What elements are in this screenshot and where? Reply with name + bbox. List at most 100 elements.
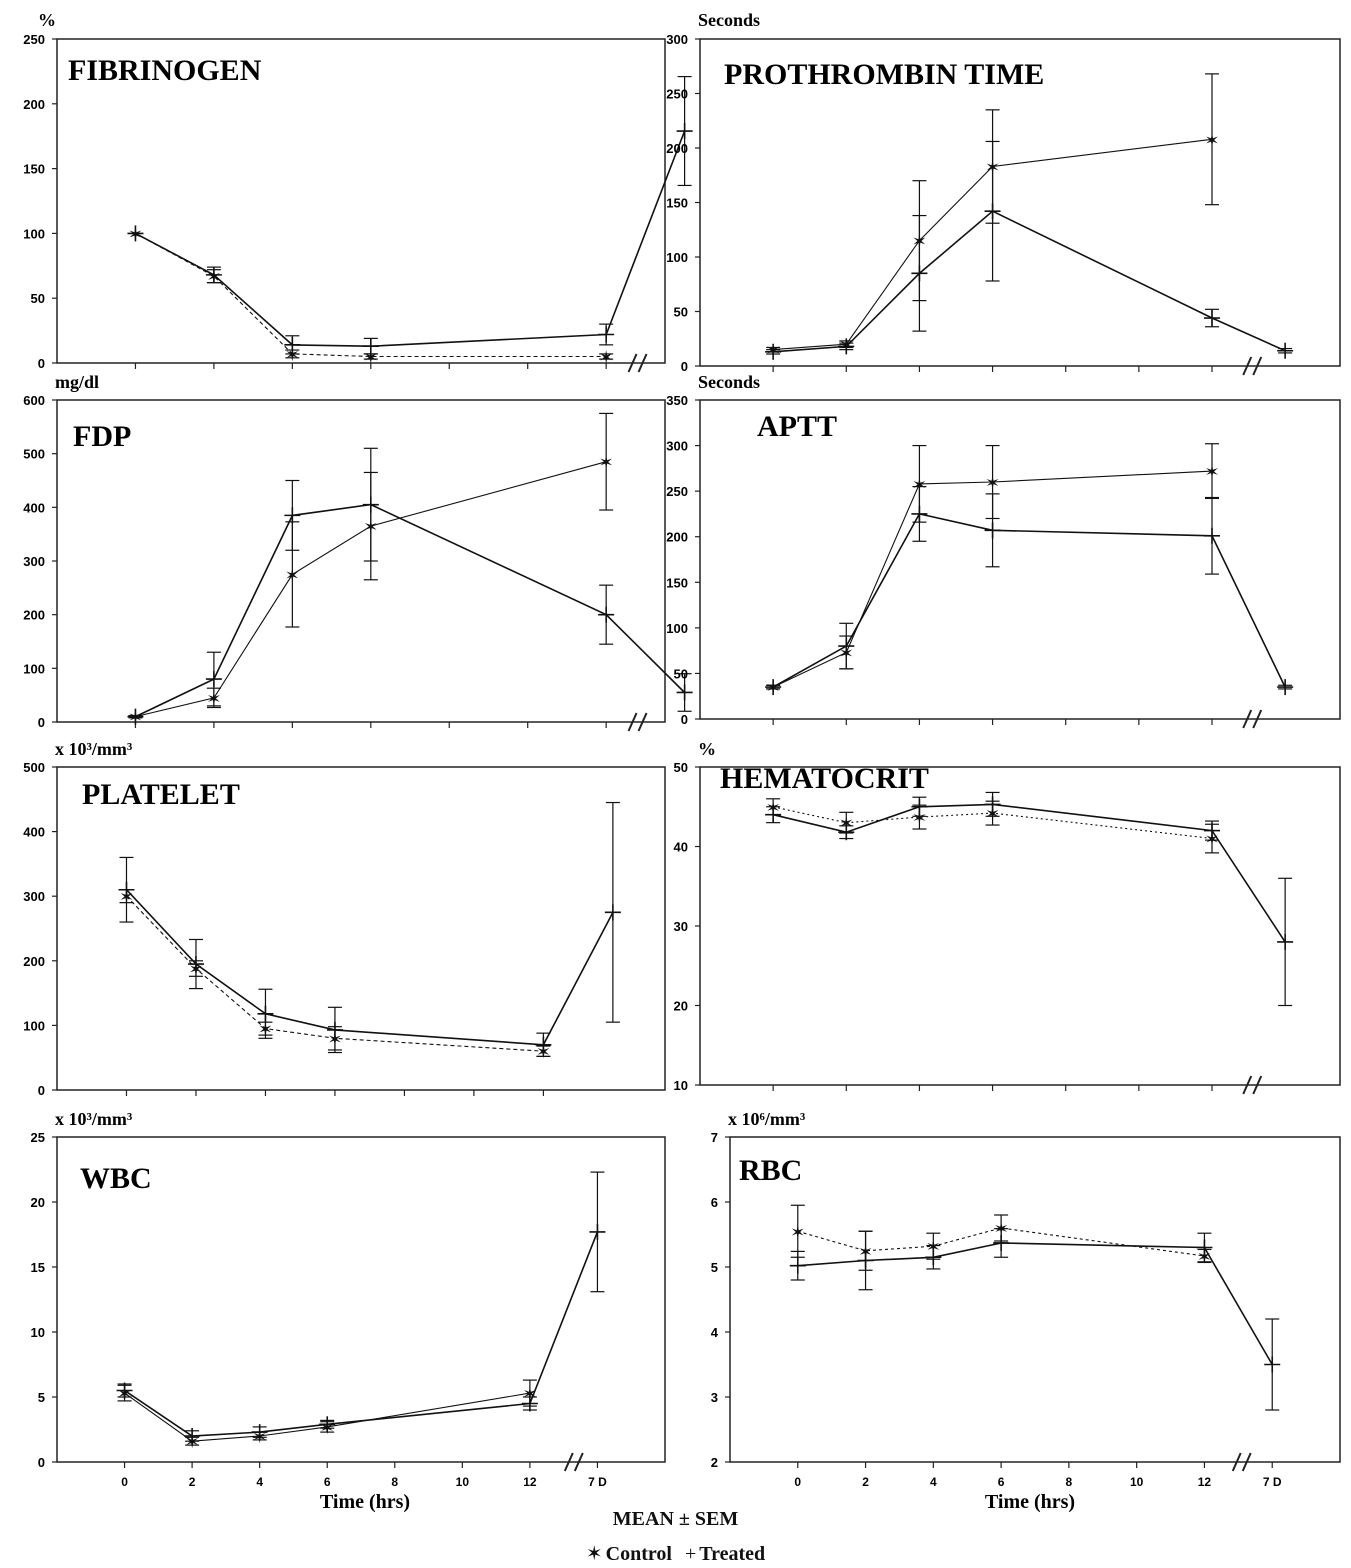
plus-marker-icon: + bbox=[684, 1543, 697, 1565]
y-tick-label: 6 bbox=[711, 1195, 718, 1210]
y-tick-label: 250 bbox=[666, 484, 688, 499]
chart-title: HEMATOCRIT bbox=[720, 762, 929, 795]
y-tick-label: 150 bbox=[23, 162, 45, 177]
legend-item-treated: + Treated bbox=[685, 1543, 765, 1566]
y-tick-label: 40 bbox=[674, 840, 688, 855]
x-tick-label: 2 bbox=[189, 1475, 196, 1489]
series-line-treated bbox=[773, 210, 1286, 353]
x-tick-label: 0 bbox=[794, 1475, 801, 1489]
legend-item-control: ✶ Control bbox=[586, 1541, 672, 1566]
y-tick-label: 15 bbox=[31, 1260, 45, 1275]
data-point-control: ✶ bbox=[599, 348, 614, 369]
y-tick-label: 300 bbox=[23, 554, 45, 569]
plot-frame bbox=[699, 399, 1341, 720]
chart-title: FDP bbox=[73, 420, 131, 453]
y-unit-label: % bbox=[38, 10, 56, 30]
series-line-control bbox=[772, 806, 1213, 840]
axis-break-mark bbox=[637, 712, 648, 732]
chart-panel-prothrombin: 0 50 100 150 200 250 300 Seconds PROTHROMBIN TIM… bbox=[666, 10, 1341, 376]
footer-title: MEAN ± SEM bbox=[612, 1508, 739, 1530]
y-tick-label: 0 bbox=[38, 1455, 45, 1470]
series-line-treated bbox=[125, 889, 614, 1046]
legend-label-control: Control bbox=[605, 1543, 672, 1565]
axis-break-mark bbox=[1252, 1075, 1263, 1095]
y-tick-label: 300 bbox=[666, 439, 688, 454]
y-tick-label: 200 bbox=[23, 97, 45, 112]
data-point-control: ✶ bbox=[285, 345, 300, 366]
x-tick-label: 6 bbox=[324, 1475, 331, 1489]
chart-title: APTT bbox=[757, 410, 837, 443]
axis-break-mark bbox=[1252, 709, 1263, 729]
y-unit-label: mg/dl bbox=[55, 372, 99, 392]
y-tick-label: 400 bbox=[23, 500, 45, 515]
axis-break-mark bbox=[573, 1452, 584, 1472]
plot-frame bbox=[729, 1136, 1341, 1463]
y-tick-label: 200 bbox=[23, 608, 45, 623]
y-tick-label: 7 bbox=[711, 1130, 718, 1145]
y-unit-label: Seconds bbox=[698, 372, 760, 392]
y-tick-label: 500 bbox=[23, 760, 45, 775]
x-tick-label: 2 bbox=[862, 1475, 869, 1489]
chart-title: RBC bbox=[739, 1154, 802, 1187]
x-tick-label: 4 bbox=[930, 1475, 937, 1489]
star-marker-icon: ✶ bbox=[585, 1543, 603, 1565]
x-axis-label: Time (hrs) bbox=[320, 1491, 410, 1513]
plot-frame bbox=[56, 38, 666, 364]
y-tick-label: 400 bbox=[23, 825, 45, 840]
y-unit-label: % bbox=[698, 739, 716, 759]
axis-break-mark bbox=[1242, 1075, 1253, 1095]
axis-break-mark bbox=[1242, 356, 1253, 376]
x-tick-label: 4 bbox=[256, 1475, 263, 1489]
y-tick-label: 100 bbox=[666, 621, 688, 636]
data-point-control: ✶ bbox=[985, 473, 1000, 494]
x-tick-label: 8 bbox=[391, 1475, 398, 1489]
axis-break-mark bbox=[1242, 709, 1253, 729]
y-tick-label: 50 bbox=[674, 305, 688, 320]
series-line-treated bbox=[135, 130, 686, 348]
axis-break-mark bbox=[1231, 1452, 1242, 1472]
y-tick-label: 150 bbox=[666, 575, 688, 590]
chart-title: PROTHROMBIN TIME bbox=[724, 58, 1044, 91]
x-tick-label: 12 bbox=[1198, 1475, 1212, 1489]
y-tick-label: 600 bbox=[23, 393, 45, 408]
plot-frame bbox=[56, 1136, 666, 1463]
y-tick-label: 10 bbox=[31, 1325, 45, 1340]
y-tick-label: 50 bbox=[674, 666, 688, 681]
y-tick-label: 350 bbox=[666, 393, 688, 408]
axis-break-mark bbox=[627, 712, 638, 732]
chart-title: WBC bbox=[80, 1162, 152, 1195]
series-line-treated bbox=[772, 512, 1286, 688]
y-tick-label: 10 bbox=[674, 1078, 688, 1093]
y-tick-label: 100 bbox=[23, 226, 45, 241]
axis-break-mark bbox=[1252, 356, 1263, 376]
data-point-control: ✶ bbox=[790, 1222, 805, 1243]
y-tick-label: 50 bbox=[674, 760, 688, 775]
y-tick-label: 200 bbox=[666, 530, 688, 545]
y-tick-label: 300 bbox=[23, 889, 45, 904]
data-point-control: ✶ bbox=[839, 814, 854, 835]
data-point-control: ✶ bbox=[522, 1384, 537, 1405]
x-tick-label: 6 bbox=[998, 1475, 1005, 1489]
data-point-control: ✶ bbox=[599, 453, 614, 474]
x-tick-label: 8 bbox=[1066, 1475, 1073, 1489]
plot-frame bbox=[56, 766, 666, 1091]
data-point-control: ✶ bbox=[1204, 130, 1219, 151]
axis-break-mark bbox=[637, 353, 648, 373]
data-point-control: ✶ bbox=[363, 348, 378, 369]
series-line-treated bbox=[124, 1231, 599, 1437]
y-tick-label: 30 bbox=[674, 919, 688, 934]
y-tick-label: 0 bbox=[38, 715, 45, 730]
chart-title: PLATELET bbox=[82, 778, 240, 811]
y-tick-label: 2 bbox=[711, 1455, 718, 1470]
axis-break-mark bbox=[627, 353, 638, 373]
x-tick-label: 10 bbox=[456, 1475, 470, 1489]
axis-break-mark bbox=[563, 1452, 574, 1472]
x-axis-label: Time (hrs) bbox=[985, 1491, 1075, 1513]
y-tick-label: 200 bbox=[23, 954, 45, 969]
y-tick-label: 100 bbox=[23, 661, 45, 676]
